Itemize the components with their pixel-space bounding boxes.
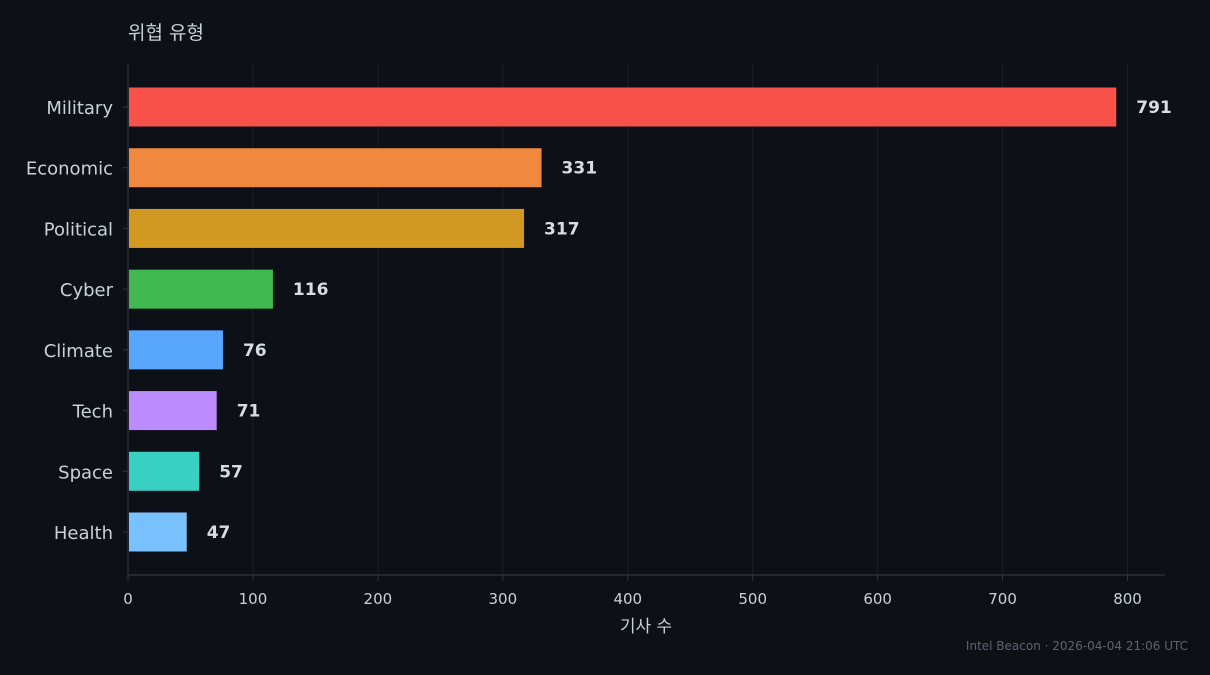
- value-label: 331: [562, 159, 598, 179]
- category-label: Military: [46, 98, 113, 119]
- bar-military: [129, 87, 1117, 127]
- footer-text: Intel Beacon · 2026-04-04 21:06 UTC: [966, 639, 1188, 653]
- bars: 791 331 317 116 76 71 57 47: [129, 87, 1172, 552]
- bar-economic: [129, 148, 542, 188]
- category-label: Economic: [26, 159, 113, 180]
- value-label: 317: [544, 219, 580, 239]
- category-label: Climate: [44, 341, 113, 362]
- bar-climate: [129, 330, 223, 370]
- value-label: 57: [219, 462, 243, 482]
- x-tick-label: 300: [488, 590, 517, 608]
- value-label: 71: [237, 402, 261, 422]
- value-label: 76: [243, 341, 267, 361]
- axes: 0 100 200 300 400 500 600 700 800 Military Economi…: [26, 64, 1165, 608]
- x-tick-label: 800: [1113, 590, 1142, 608]
- chart-title: 위협 유형: [128, 22, 204, 44]
- bar-health: [129, 512, 187, 552]
- category-label: Political: [44, 219, 113, 240]
- x-tick-label: 200: [364, 590, 393, 608]
- x-tick-label: 100: [239, 590, 268, 608]
- x-tick-label: 500: [738, 590, 767, 608]
- x-tick-label: 700: [988, 590, 1017, 608]
- bar-cyber: [129, 269, 273, 309]
- x-tick-label: 600: [863, 590, 892, 608]
- x-tick-label: 0: [123, 590, 133, 608]
- category-label: Health: [54, 523, 113, 544]
- grid-lines: [127, 64, 1129, 575]
- bar-tech: [129, 391, 217, 431]
- category-label: Space: [58, 462, 113, 483]
- x-axis-title: 기사 수: [620, 617, 672, 637]
- value-label: 116: [293, 280, 329, 300]
- value-label: 47: [207, 523, 231, 543]
- x-tick-label: 400: [613, 590, 642, 608]
- category-label: Cyber: [60, 280, 114, 301]
- bar-space: [129, 451, 200, 491]
- value-label: 791: [1136, 98, 1172, 118]
- bar-political: [129, 208, 525, 248]
- category-label: Tech: [72, 402, 113, 423]
